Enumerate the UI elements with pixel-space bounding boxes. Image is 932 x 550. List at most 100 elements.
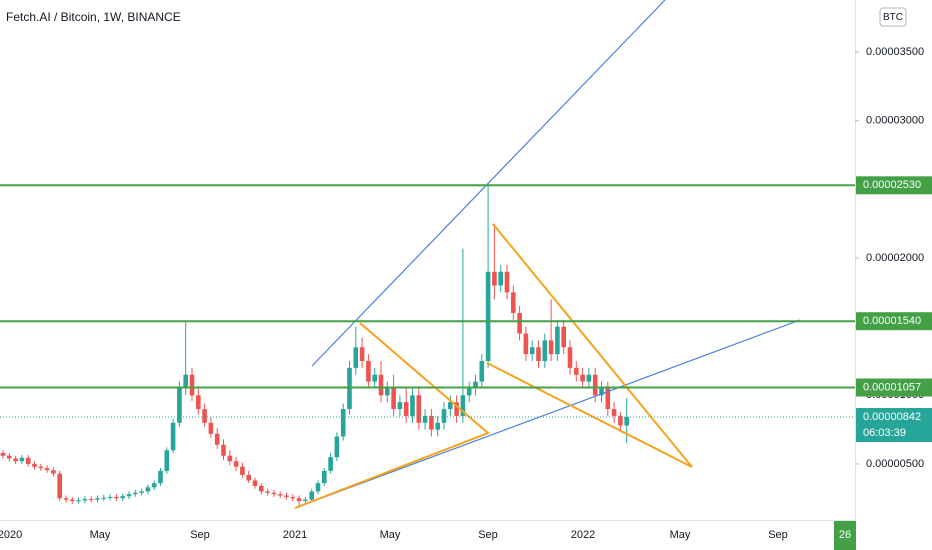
candle-body: [145, 487, 151, 492]
candle-body: [252, 480, 258, 486]
candle-body: [38, 466, 44, 469]
candle-body: [7, 455, 12, 459]
candle-body: [517, 312, 522, 334]
candle-body: [265, 491, 270, 493]
currency-box[interactable]: [879, 7, 907, 27]
candle-body: [309, 491, 314, 500]
candle-body: [372, 374, 377, 382]
x-tick-label: Sep: [768, 529, 788, 541]
candle-body: [448, 402, 453, 410]
candle-body: [76, 500, 81, 502]
candle-body: [303, 499, 308, 502]
candle-body: [460, 395, 466, 416]
candle-body: [95, 498, 100, 500]
candle-body: [586, 374, 592, 382]
candle-body: [422, 415, 428, 423]
candle-body: [334, 436, 340, 458]
candle-body: [322, 470, 327, 484]
level-label-box: [856, 176, 932, 195]
candle-body: [13, 458, 18, 462]
candle-body: [561, 326, 566, 348]
candle-body: [233, 461, 239, 467]
candle-body: [120, 496, 125, 499]
candle-body: [479, 361, 485, 382]
candle-body: [114, 496, 119, 499]
x-tick-label: May: [90, 529, 111, 541]
candle-body: [567, 347, 573, 368]
candle-body: [88, 498, 94, 500]
candle-body: [284, 495, 289, 497]
level-label-box: [856, 378, 932, 397]
candle-body: [441, 409, 447, 423]
cursor-date: 26: [839, 529, 851, 541]
currency[interactable]: BTC: [883, 12, 903, 23]
x-tick-label: Sep: [478, 529, 498, 541]
y-tick-label: 0.00003500: [866, 46, 924, 58]
candle-body: [158, 470, 163, 484]
countdown: 06:03:39: [863, 427, 906, 439]
candle-body: [271, 492, 277, 495]
level-label: 0.00001540: [863, 315, 921, 327]
candle-body: [580, 374, 585, 382]
candle-body: [315, 483, 321, 492]
y-tick-label: 0.00000500: [866, 458, 924, 470]
candle-body: [410, 395, 415, 416]
candle-body: [189, 374, 195, 396]
candle-body: [397, 402, 403, 410]
candle-body: [523, 333, 529, 355]
candle-body: [183, 374, 188, 389]
candle-body: [196, 395, 201, 410]
candle-body: [611, 409, 617, 416]
candle-body: [536, 347, 541, 362]
x-tick-label: Sep: [190, 529, 210, 541]
last-price-box: [856, 408, 932, 443]
candle-body: [542, 340, 548, 362]
x-tick-label: May: [670, 529, 691, 541]
candle-body: [391, 388, 396, 410]
candle-body: [340, 409, 346, 437]
candle-body: [290, 496, 296, 499]
candle-body: [51, 470, 56, 474]
candle-body: [221, 444, 226, 456]
trend-line: [294, 319, 801, 509]
candles: [0, 185, 629, 508]
cursor-date-box: [834, 521, 856, 550]
candle-body: [555, 326, 560, 355]
x-tick-label: May: [380, 529, 401, 541]
candle-body: [511, 292, 516, 313]
candle-body: [592, 374, 598, 396]
candle-body: [485, 271, 491, 362]
candle-body: [214, 433, 220, 445]
candle-body: [208, 422, 214, 434]
candle-body: [416, 395, 422, 423]
trend-line: [311, 0, 666, 367]
candle-body: [133, 492, 138, 495]
candle-body: [435, 422, 440, 430]
candle-body: [504, 271, 510, 293]
candle-body: [44, 468, 50, 471]
last-price-label: 0.00000842: [863, 411, 921, 423]
candle-body: [378, 374, 384, 396]
candle-body: [101, 497, 107, 499]
candle-body: [0, 452, 6, 456]
candle-body: [618, 415, 623, 426]
drawings: [294, 0, 801, 509]
level-label: 0.00002530: [863, 179, 921, 191]
candle-body: [151, 483, 157, 488]
x-tick-label: 2022: [571, 529, 595, 541]
candle-body: [385, 388, 390, 396]
candle-body: [139, 491, 144, 493]
candle-body: [473, 381, 478, 389]
candle-body: [605, 388, 611, 410]
candle-body: [599, 388, 604, 396]
candle-body: [170, 422, 176, 451]
triangle: [294, 322, 490, 509]
candle-body: [25, 457, 31, 464]
candle-body: [366, 361, 371, 382]
candle-body: [227, 455, 233, 462]
x-tick-label: 2021: [283, 529, 307, 541]
candle-body: [19, 457, 25, 462]
candle-body: [328, 457, 333, 471]
y-tick-label: 0.00002000: [866, 252, 924, 264]
